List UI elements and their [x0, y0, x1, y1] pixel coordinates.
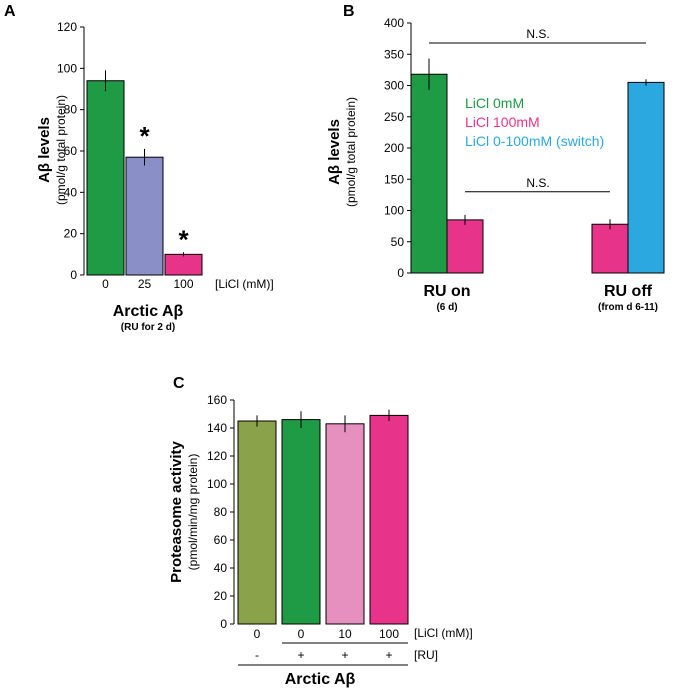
- panel-c-label: C: [173, 375, 185, 392]
- panel-c-group-label: Arctic Aβ: [285, 671, 356, 688]
- panel-b-legend-entry: LiCl 100mM: [465, 114, 540, 130]
- panel-b-group-sublabel: (from d 6-11): [598, 302, 658, 313]
- panel-a-bar: [125, 156, 164, 276]
- panel-c-ru-label: [RU]: [414, 648, 438, 662]
- panel-b-y-tick-label: 50: [391, 235, 405, 249]
- panel-c-licl-value: 0: [254, 627, 261, 641]
- panel-b-legend: LiCl 0mM LiCl 100mM LiCl 0-100mM (switch): [465, 95, 604, 149]
- panel-a-group-sublabel: (RU for 2 d): [121, 322, 175, 333]
- panel-b-group-sublabel: (6 d): [436, 302, 457, 313]
- panel-b-y-tick-label: 0: [397, 266, 404, 280]
- panel-c-bars: [237, 409, 409, 625]
- panel-b-bar: [446, 219, 484, 274]
- panel-b-ylabel-title: Aβ levels: [326, 119, 343, 185]
- panel-c-ru-value: +: [341, 648, 348, 662]
- panel-c-y-tick-label: 60: [214, 533, 228, 547]
- panel-c-xunit: [LiCl (mM)]: [414, 626, 473, 640]
- panel-a-y-tick-label: 60: [64, 144, 78, 158]
- panel-a-bar: [86, 80, 125, 276]
- panel-a-xticks: 0 25 100: [102, 277, 194, 291]
- panel-c-y-tick-label: 100: [207, 477, 227, 491]
- panel-b-y-tick-label: 100: [384, 204, 404, 218]
- panel-a-yaxis: 0 20 40 60 80 100 120: [57, 20, 85, 282]
- panel-c-ylabel: Proteasome activity (pmol/min/mg protein…: [168, 440, 200, 582]
- panel-c-ru-value: +: [297, 648, 304, 662]
- panel-a-label: A: [4, 3, 16, 20]
- panel-c-y-tick-label: 0: [220, 617, 227, 631]
- panel-a-y-tick-label: 20: [64, 227, 78, 241]
- panel-b-y-tick-label: 350: [384, 47, 404, 61]
- panel-c-y-tick-label: 160: [207, 393, 227, 407]
- panel-c-y-tick-label: 40: [214, 561, 228, 575]
- panel-b-legend-entry: LiCl 0mM: [465, 95, 524, 111]
- panel-c-y-tick-label: 140: [207, 421, 227, 435]
- panel-a-y-tick-label: 120: [57, 20, 77, 34]
- panel-c-licl-value: 10: [338, 627, 352, 641]
- panel-b-bars: [410, 58, 665, 274]
- panel-b-y-tick-label: 200: [384, 141, 404, 155]
- panel-c-ylabel-title: Proteasome activity: [168, 440, 185, 582]
- panel-a-bar: [164, 253, 203, 276]
- panel-a-y-tick-label: 40: [64, 185, 78, 199]
- panel-b-y-tick-label: 400: [384, 16, 404, 30]
- panel-b: B Aβ levels (pmol/g total protein) 0 50 10…: [326, 3, 665, 313]
- panel-a-ylabel-sub: (pmol/g total protein): [54, 95, 68, 205]
- panel-c-licl-value: 100: [379, 627, 399, 641]
- panel-b-bar: [410, 73, 448, 274]
- panel-c-ru-value: -: [255, 648, 259, 662]
- panel-c-condition-table: 0 - 0 +10 +100 +: [238, 627, 408, 666]
- panel-b-bar: [591, 223, 629, 274]
- panel-c-bar: [369, 414, 409, 625]
- panel-a-bars: **: [86, 70, 203, 276]
- panel-b-group-label: RU off: [604, 283, 653, 300]
- panel-b-y-tick-label: 250: [384, 110, 404, 124]
- panel-b-group-labels: RU on (6 d) RU off (from d 6-11): [423, 283, 658, 313]
- panel-a-group-label: Arctic Aβ: [113, 303, 184, 320]
- panel-b-yaxis: 0 50 100 150 200 250 300 350 400: [384, 16, 412, 280]
- panel-a-x-tick-label: 100: [173, 277, 193, 291]
- panel-a-y-tick-label: 100: [57, 61, 77, 75]
- panel-a-y-tick-label: 80: [64, 103, 78, 117]
- panel-a-x-tick-label: 25: [138, 277, 152, 291]
- panel-a-y-tick-label: 0: [70, 268, 77, 282]
- panel-b-ylabel-sub: (pmol/g total protein): [344, 97, 358, 207]
- panel-c-ru-value: +: [385, 648, 392, 662]
- panel-b-bar: [627, 81, 665, 274]
- panel-b-annotations: N.S. N.S.: [429, 27, 646, 193]
- panel-c: C Proteasome activity (pmol/min/mg prote…: [168, 375, 473, 688]
- panel-b-ns-label: N.S.: [526, 27, 549, 41]
- panel-c-bar: [281, 419, 321, 625]
- panel-c-bar: [237, 420, 277, 625]
- panel-a-ylabel-title: Aβ levels: [36, 117, 53, 183]
- panel-b-y-tick-label: 300: [384, 79, 404, 93]
- panel-c-bar: [325, 423, 365, 625]
- panel-a-xunit: [LiCl (mM)]: [215, 277, 274, 291]
- panel-b-ns-label: N.S.: [526, 176, 549, 190]
- panel-b-legend-entry: LiCl 0-100mM (switch): [465, 133, 604, 149]
- panel-c-y-tick-label: 80: [214, 505, 228, 519]
- panel-c-y-tick-label: 120: [207, 449, 227, 463]
- panel-c-y-tick-label: 20: [214, 589, 228, 603]
- panel-a: A Aβ levels (pmol/g total protein) 0 20 40…: [4, 3, 274, 333]
- panel-a-significance-star: *: [178, 224, 189, 254]
- panel-a-ylabel: Aβ levels (pmol/g total protein): [36, 95, 68, 205]
- panel-b-group-label: RU on: [423, 283, 470, 300]
- panel-b-label: B: [343, 3, 355, 20]
- panel-a-significance-star: *: [139, 121, 150, 151]
- panel-a-x-tick-label: 0: [102, 277, 109, 291]
- panel-c-ylabel-sub: (pmol/min/mg protein): [186, 454, 200, 571]
- panel-b-y-tick-label: 150: [384, 172, 404, 186]
- panel-b-ylabel: Aβ levels (pmol/g total protein): [326, 97, 358, 207]
- panel-c-licl-value: 0: [298, 627, 305, 641]
- panel-c-yaxis: 0 20 40 60 80 100 120 140 160: [207, 393, 235, 631]
